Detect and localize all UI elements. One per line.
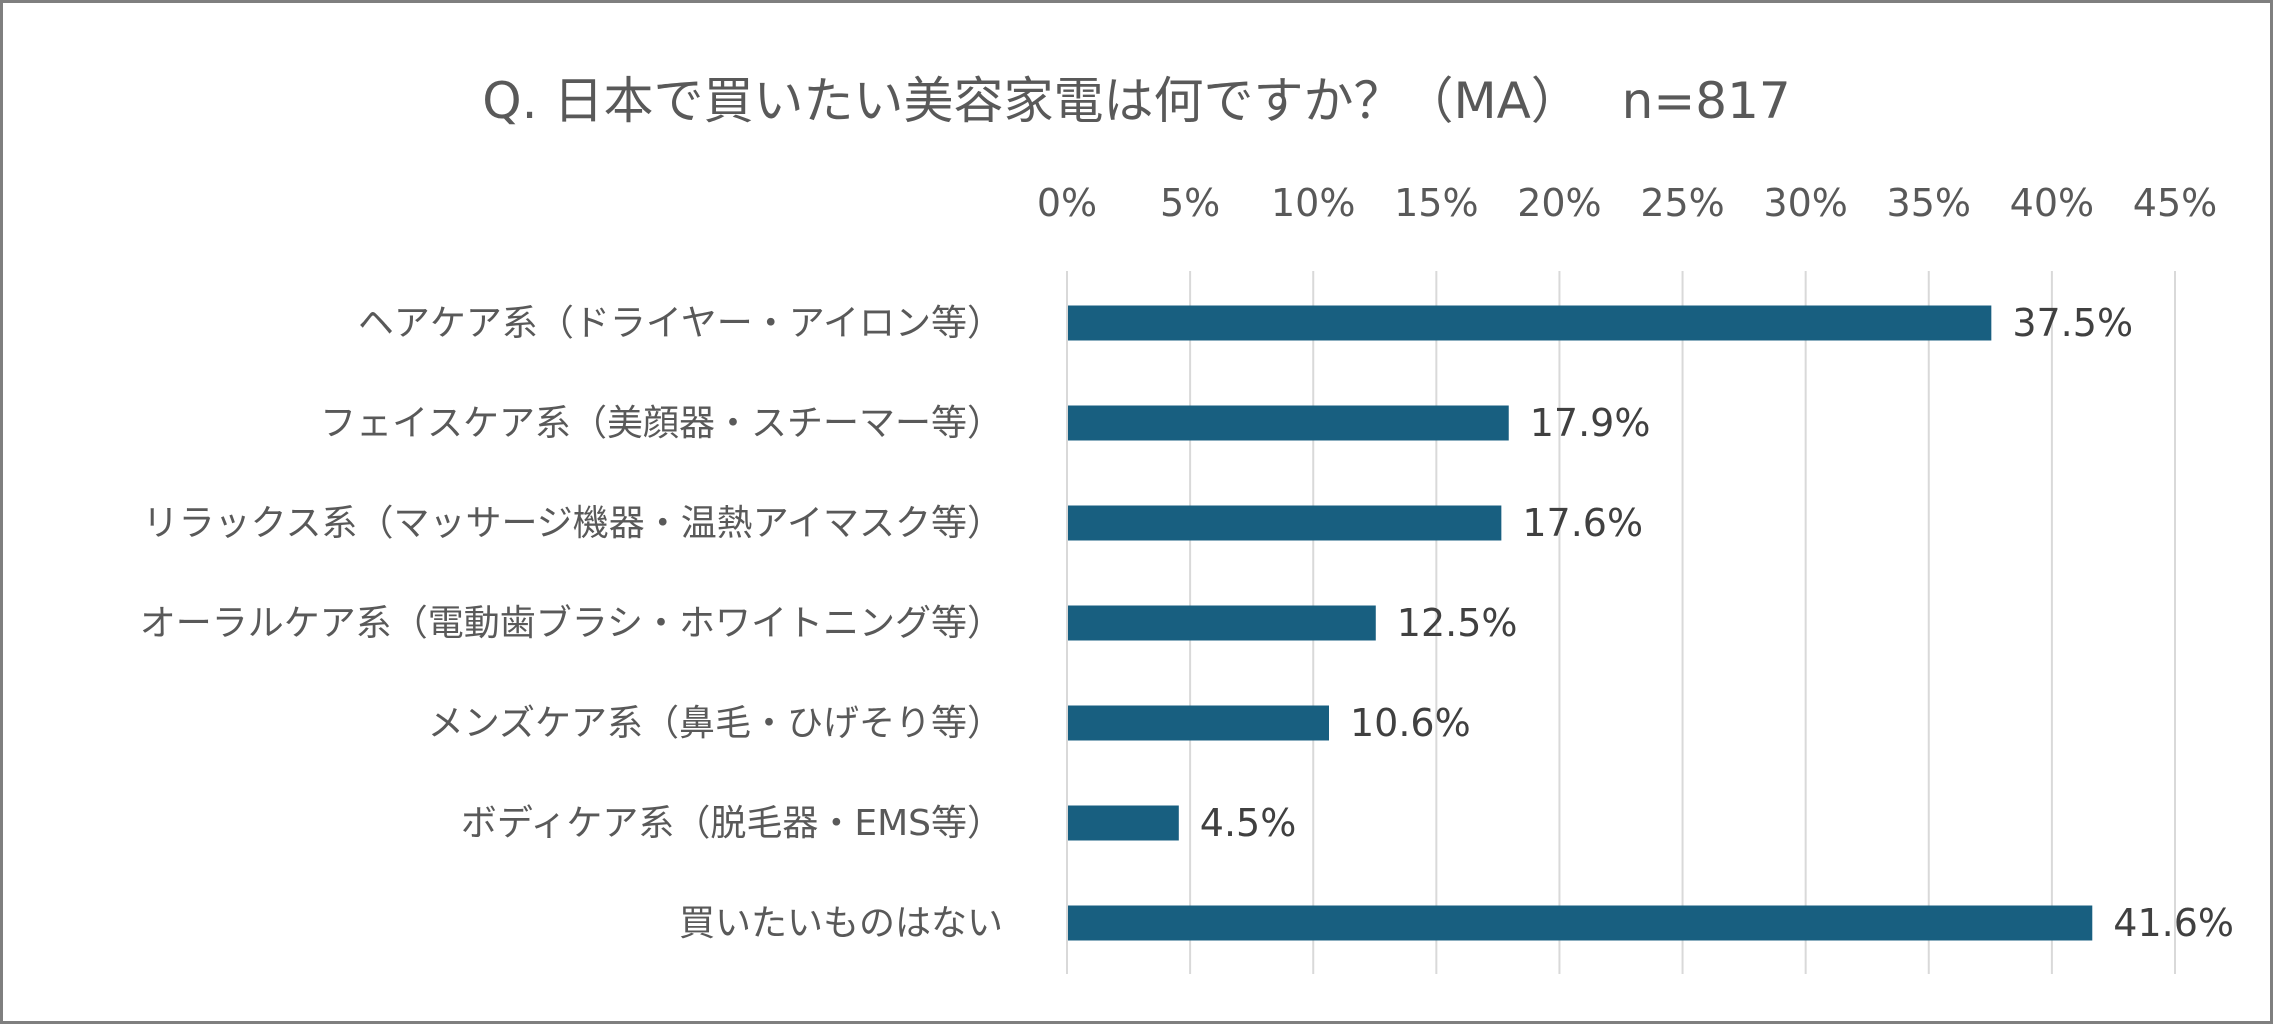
category-label: メンズケア系（鼻毛・ひげそり等） xyxy=(428,703,1003,744)
x-tick-label: 10% xyxy=(1271,181,1355,225)
chart-title: Q. 日本で買いたい美容家電は何ですか？（MA） n=817 xyxy=(482,72,1791,130)
bar-chart: 0% 5% 10% 15% 20% 25% 30% 35% 40% 45% ヘアケア系（ドライヤー・… xyxy=(140,181,2234,974)
x-tick-label: 15% xyxy=(1394,181,1478,225)
bar xyxy=(1068,405,1509,441)
data-label: 41.6% xyxy=(2113,901,2234,945)
data-label: 4.5% xyxy=(1200,801,1297,845)
data-label: 17.9% xyxy=(1530,401,1651,445)
x-tick-label: 40% xyxy=(2010,181,2094,225)
bar xyxy=(1068,705,1329,741)
x-tick-label: 20% xyxy=(1517,181,1601,225)
data-label: 17.6% xyxy=(1522,501,1643,545)
bar xyxy=(1068,905,2093,941)
category-label: フェイスケア系（美顔器・スチーマー等） xyxy=(320,403,1003,444)
category-label: リラックス系（マッサージ機器・温熱アイマスク等） xyxy=(143,503,1003,544)
x-tick-label: 30% xyxy=(1763,181,1847,225)
category-label: 買いたいものはない xyxy=(679,903,1003,944)
bar xyxy=(1068,505,1502,541)
x-tick-label: 45% xyxy=(2133,181,2217,225)
x-tick-label: 35% xyxy=(1887,181,1971,225)
bar xyxy=(1068,605,1376,641)
data-label: 10.6% xyxy=(1350,701,1471,745)
x-tick-label: 5% xyxy=(1160,181,1220,225)
data-label: 12.5% xyxy=(1397,601,1518,645)
category-label: ボディケア系（脱毛器・EMS等） xyxy=(461,803,1003,844)
data-label: 37.5% xyxy=(2012,301,2133,345)
bar xyxy=(1068,805,1179,841)
x-tick-label: 0% xyxy=(1037,181,1097,225)
x-tick-label: 25% xyxy=(1640,181,1724,225)
category-label: ヘアケア系（ドライヤー・アイロン等） xyxy=(358,303,1003,344)
category-label: オーラルケア系（電動歯ブラシ・ホワイトニング等） xyxy=(140,603,1003,644)
bar xyxy=(1068,305,1992,341)
